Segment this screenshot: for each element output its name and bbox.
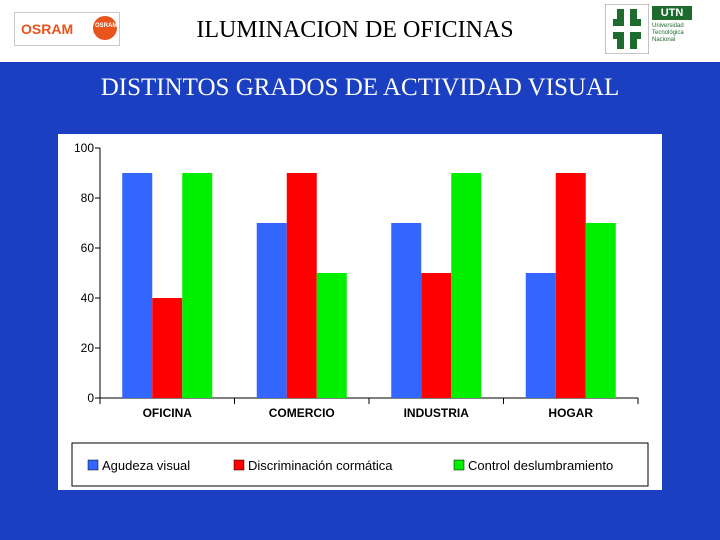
bar-oficina-1 bbox=[122, 173, 153, 398]
legend-box bbox=[71, 442, 649, 487]
osram-bulb-icon: OSRAM bbox=[93, 16, 117, 40]
y-tick-label: 0 bbox=[87, 391, 94, 405]
bar-hogar-2 bbox=[555, 173, 586, 398]
header-bar: OSRAM OSRAM ILUMINACION DE OFICINAS UTN … bbox=[0, 0, 720, 62]
x-category-label: COMERCIO bbox=[269, 406, 335, 420]
bar-oficina-3 bbox=[182, 173, 213, 398]
utn-logo: UTN Universidad Tecnológica Nacional bbox=[605, 4, 711, 56]
bar-comercio-3 bbox=[316, 273, 347, 398]
y-tick-label: 20 bbox=[81, 341, 95, 355]
osram-logo: OSRAM OSRAM bbox=[14, 12, 120, 46]
y-tick-label: 100 bbox=[74, 141, 94, 155]
bar-industria-1 bbox=[391, 223, 422, 398]
x-category-label: HOGAR bbox=[548, 406, 593, 420]
bar-industria-2 bbox=[421, 273, 452, 398]
x-category-label: OFICINA bbox=[143, 406, 193, 420]
osram-bulb-text: OSRAM bbox=[95, 23, 118, 29]
legend-label: Discriminación cormática bbox=[248, 458, 393, 473]
bar-hogar-3 bbox=[585, 223, 616, 398]
bar-comercio-1 bbox=[256, 223, 287, 398]
utn-logo-label: UTN bbox=[652, 6, 692, 20]
chart-panel: 0 20 40 60 80 100 OFICINA COMERCIO INDUSTRIA HOGA… bbox=[58, 134, 662, 490]
page-title: ILUMINACION DE OFICINAS bbox=[196, 17, 514, 43]
bar-comercio-2 bbox=[286, 173, 317, 398]
utn-logo-subtext: Universidad Tecnológica Nacional bbox=[652, 23, 684, 43]
legend-label: Control deslumbramiento bbox=[468, 458, 613, 473]
y-tick-label: 60 bbox=[81, 241, 95, 255]
legend-swatch bbox=[87, 459, 99, 471]
legend-swatch bbox=[233, 459, 245, 471]
osram-logo-text: OSRAM bbox=[21, 21, 74, 37]
bar-industria-3 bbox=[451, 173, 482, 398]
y-tick-label: 40 bbox=[81, 291, 95, 305]
bar-hogar-1 bbox=[525, 273, 556, 398]
legend-swatch bbox=[453, 459, 465, 471]
slide-subtitle: DISTINTOS GRADOS DE ACTIVIDAD VISUAL bbox=[100, 74, 620, 101]
utn-emblem-icon bbox=[605, 4, 649, 54]
bar-oficina-2 bbox=[152, 298, 183, 398]
legend-label: Agudeza visual bbox=[102, 458, 190, 473]
x-category-label: INDUSTRIA bbox=[404, 406, 470, 420]
y-tick-label: 80 bbox=[81, 191, 95, 205]
bar-chart: 0 20 40 60 80 100 OFICINA COMERCIO INDUSTRIA HOGA… bbox=[71, 141, 649, 487]
